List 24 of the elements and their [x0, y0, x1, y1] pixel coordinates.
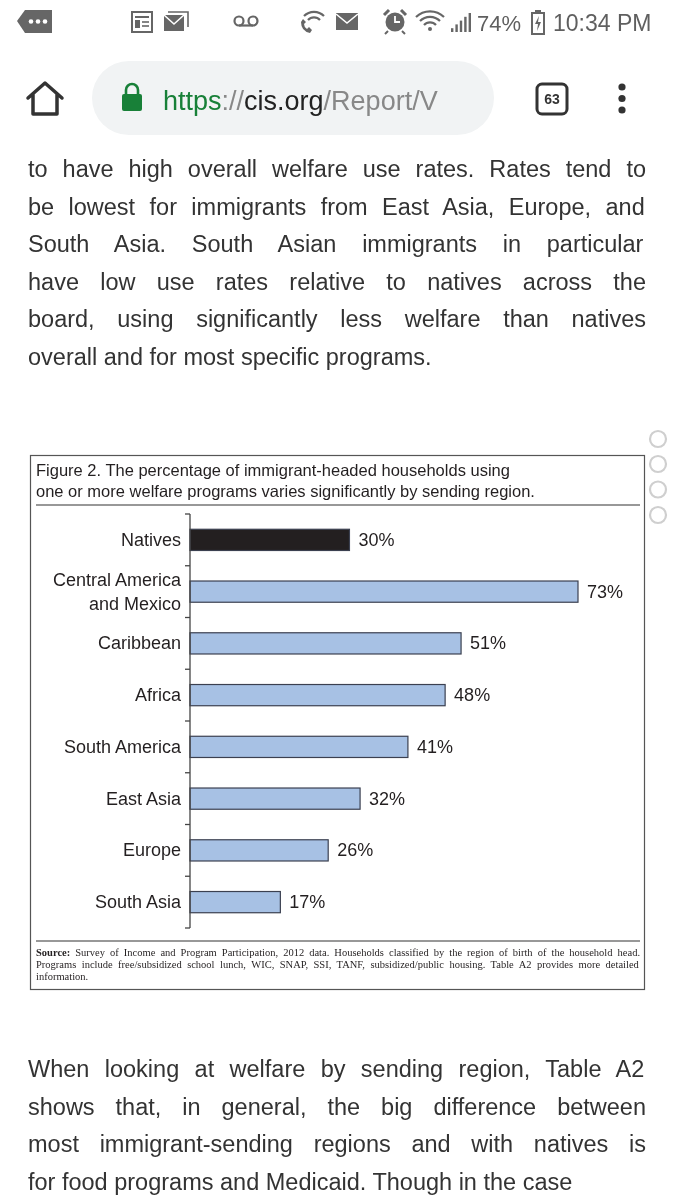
- text: 10:34 PM: [553, 10, 652, 36]
- y-tick-label: South America: [63, 736, 182, 757]
- text: 63: [544, 91, 560, 107]
- data-label: 26%: [337, 840, 374, 861]
- text: 74%: [476, 11, 521, 36]
- y-tick-label: East Asia: [105, 788, 182, 809]
- chart-title: Figure 2. The percentage of immigrant-headed households using one or more welfare programs varies significantly by sending region.: [36, 461, 535, 500]
- y-tick-label: Caribbean: [97, 633, 181, 654]
- y-tick-label: South Asia: [94, 892, 182, 913]
- data-label: 41%: [416, 736, 453, 757]
- text: https://cis.org/Report/V: [163, 86, 438, 116]
- y-tick-label: Africa: [134, 685, 182, 706]
- y-tick-label: Central America and Mexico: [52, 569, 182, 614]
- data-label: 30%: [358, 529, 395, 550]
- data-label: 32%: [369, 788, 406, 809]
- text: to have high overall welfare use rates. Rates tend to be lowest for immigrants from East Asia, Europe, and South Asia. South Asian immigrants in particular have low use rates relative to natives across the board, using significantly less welfare than natives overall and for most specific programs.: [28, 156, 646, 370]
- y-tick-label: Europe: [122, 840, 181, 861]
- data-label: 73%: [587, 581, 624, 602]
- data-label: 51%: [470, 633, 507, 654]
- source-note: Source: Survey of Income and Program Participation, 2012 data. Households classified by the region of birth of the household head. Programs include free/subsidized school lunch, WIC, SNAP, SSI, TANF, subsidized/public housing. Table A2 provides more detailed information.: [36, 947, 641, 983]
- text: When looking at welfare by sending region, Table A2 shows that, in general, the big difference between most immigrant-sending regions and with natives is for food programs and Medicaid. Though in the case: [28, 1056, 646, 1195]
- data-label: 48%: [454, 685, 491, 706]
- y-tick-label: Natives: [120, 529, 181, 550]
- data-label: 17%: [289, 892, 326, 913]
